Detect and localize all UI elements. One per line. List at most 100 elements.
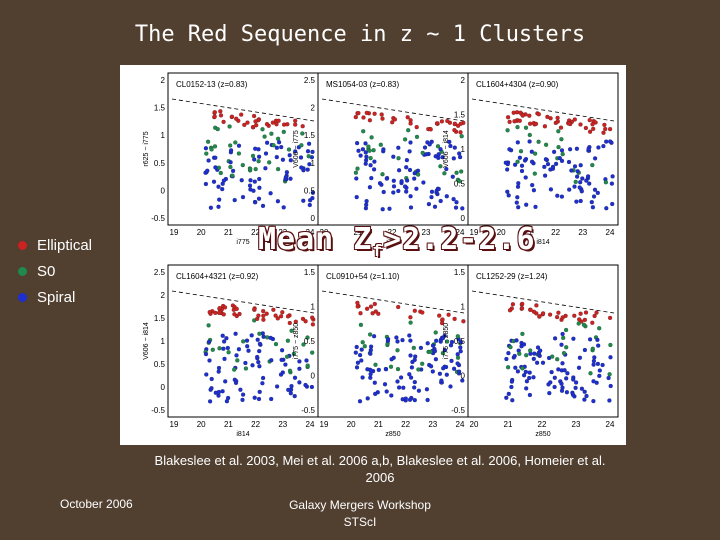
spiral-point [391, 184, 397, 189]
spiral-point [407, 372, 412, 377]
spiral-point [440, 155, 445, 160]
s0-point [597, 326, 602, 331]
elliptical-point [458, 130, 463, 135]
spiral-point [409, 365, 414, 370]
spiral-point [424, 152, 429, 157]
y-tick-label: 1 [311, 303, 316, 312]
spiral-point [582, 347, 587, 353]
spiral-marker-icon [18, 292, 27, 302]
spiral-point [358, 353, 363, 358]
spiral-point [359, 358, 364, 363]
spiral-point [239, 178, 244, 183]
spiral-point [559, 194, 564, 199]
spiral-point [425, 397, 430, 403]
spiral-point [460, 206, 465, 211]
spiral-point [240, 392, 246, 397]
spiral-point [548, 187, 553, 192]
panel-frame [317, 72, 469, 226]
spiral-point [261, 375, 266, 381]
spiral-point [257, 349, 262, 354]
s0-point [408, 320, 413, 325]
spiral-point [515, 184, 521, 189]
spiral-point [225, 395, 231, 401]
spiral-point [277, 140, 282, 145]
x-tick-label: 21 [374, 420, 383, 429]
spiral-point [396, 145, 401, 150]
elliptical-point [222, 305, 228, 310]
spiral-point [255, 337, 260, 342]
s0-point [353, 170, 358, 175]
spiral-point [514, 200, 519, 205]
elliptical-point [285, 314, 291, 319]
spiral-point [457, 151, 462, 156]
elliptical-point [583, 125, 588, 131]
spiral-point [354, 365, 360, 370]
s0-point [380, 172, 385, 177]
panel-frame [167, 72, 319, 226]
spiral-point [395, 379, 400, 384]
spiral-point [353, 350, 358, 355]
spiral-point [530, 159, 535, 164]
panel-label: CL1604+4304 (z=0.90) [476, 80, 559, 89]
spiral-point [429, 364, 434, 369]
elliptical-point [556, 310, 561, 315]
x-tick-label: 23 [578, 228, 587, 237]
elliptical-point [273, 313, 278, 318]
elliptical-point [408, 315, 413, 320]
spiral-point [524, 202, 529, 207]
spiral-point [397, 168, 402, 173]
spiral-point [559, 148, 565, 153]
s0-point [250, 153, 256, 159]
s0-point [260, 127, 265, 132]
elliptical-point [555, 115, 560, 121]
s0-point [368, 332, 373, 337]
legend-label: S0 [37, 262, 56, 280]
x-tick-label: 21 [524, 228, 533, 237]
spiral-point [206, 339, 212, 344]
spiral-point [596, 343, 601, 348]
spiral-point [589, 200, 594, 205]
s0-point [435, 144, 441, 149]
elliptical-point [435, 121, 440, 126]
spiral-point [429, 139, 434, 144]
panel-label: CL1252-29 (z=1.24) [476, 272, 548, 281]
y-axis-label: i775 − z850 [443, 323, 450, 359]
spiral-point [433, 357, 438, 362]
elliptical-point [511, 110, 516, 115]
spiral-point [203, 146, 209, 151]
spiral-point [597, 373, 602, 378]
y-tick-label: 0.5 [304, 186, 316, 195]
spiral-point [408, 194, 413, 199]
x-tick-label: 23 [422, 228, 431, 237]
spiral-point [389, 357, 394, 362]
elliptical-point [293, 319, 298, 324]
spiral-point [575, 169, 580, 174]
spiral-point [448, 143, 453, 149]
s0-point [233, 140, 238, 145]
spiral-point [532, 351, 537, 356]
spiral-point [527, 139, 532, 144]
elliptical-point [594, 310, 599, 315]
spiral-point [595, 337, 600, 342]
y-tick-label: 0 [461, 214, 466, 223]
s0-point [454, 170, 459, 175]
spiral-point [515, 195, 520, 200]
spiral-point [292, 375, 298, 380]
s0-point [445, 339, 450, 344]
spiral-point [377, 181, 383, 186]
x-tick-label: 22 [251, 420, 260, 429]
spiral-point [571, 377, 576, 382]
x-tick-label: 20 [197, 420, 206, 429]
elliptical-point [527, 113, 532, 118]
spiral-point [260, 381, 265, 386]
s0-point [395, 367, 401, 372]
spiral-point [562, 368, 567, 373]
elliptical-point [217, 306, 222, 311]
elliptical-point [355, 300, 360, 305]
spiral-point [382, 382, 388, 387]
elliptical-point [293, 118, 298, 123]
spiral-point [592, 187, 598, 192]
spiral-point [257, 364, 262, 369]
spiral-point [449, 339, 455, 345]
elliptical-point [590, 122, 595, 127]
